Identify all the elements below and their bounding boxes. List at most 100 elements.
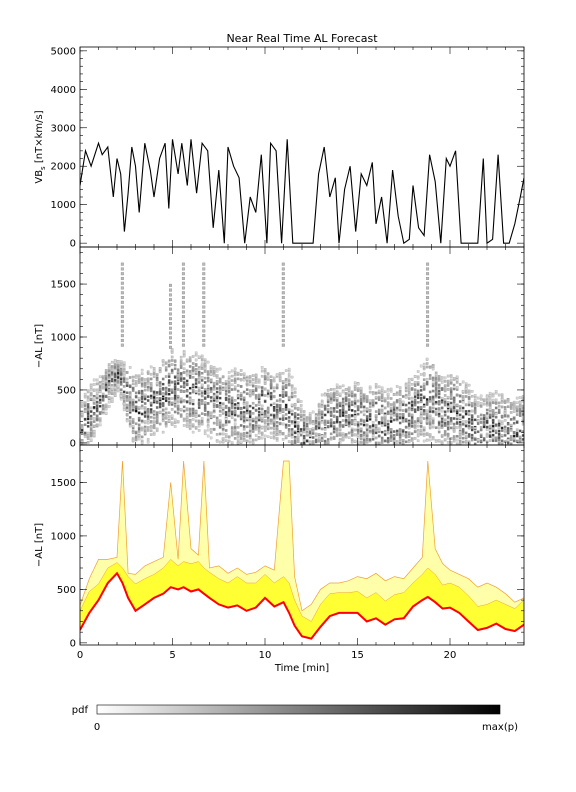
pdf-cell: [92, 417, 96, 420]
pdf-cell: [209, 372, 213, 376]
pdf-cell: [488, 394, 492, 398]
pdf-cell: [98, 394, 102, 398]
pdf-cell: [398, 433, 402, 437]
pdf-cell: [122, 402, 126, 406]
pdf-cell: [140, 441, 144, 445]
pdf-cell: [260, 374, 264, 378]
pdf-cell: [179, 415, 183, 418]
pdf-peak-cell: [281, 329, 285, 333]
pdf-cell: [506, 422, 510, 426]
pdf-cell: [374, 427, 378, 431]
pdf-cell: [152, 372, 156, 375]
pdf-cell: [89, 410, 93, 413]
pdf-cell: [161, 397, 165, 401]
pdf-cell: [431, 406, 435, 410]
pdf-cell: [413, 401, 417, 404]
pdf-cell: [425, 357, 429, 361]
pdf-cell: [293, 437, 297, 441]
pdf-cell: [110, 365, 114, 368]
pdf-cell: [269, 403, 273, 407]
pdf-peak-cell: [202, 338, 206, 342]
pdf-cell: [371, 429, 375, 433]
pdf-cell: [431, 437, 435, 441]
pdf-cell: [368, 387, 372, 390]
pdf-cell: [488, 413, 492, 417]
pdf-cell: [443, 432, 447, 436]
pdf-cell: [479, 428, 483, 432]
pdf-cell: [158, 390, 162, 394]
pdf-peak-cell: [181, 277, 185, 280]
pdf-cell: [227, 390, 231, 394]
pdf-cell: [329, 394, 333, 397]
pdf-cell: [143, 402, 147, 405]
pdf-cell: [308, 441, 312, 444]
pdf-cell: [149, 387, 153, 390]
pdf-cell: [167, 415, 171, 418]
pdf-cell: [482, 399, 486, 403]
pdf-cell: [410, 418, 414, 422]
pdf-cell: [326, 410, 330, 414]
pdf-cell: [467, 392, 471, 395]
pdf-cell: [299, 431, 303, 435]
pdf-cell: [437, 396, 441, 399]
pdf-cell: [473, 403, 477, 406]
pdf-cell: [497, 429, 501, 433]
pdf-cell: [497, 442, 501, 445]
pdf-cell: [80, 424, 84, 427]
pdf-cell: [212, 428, 216, 431]
pdf-cell: [419, 385, 423, 389]
pdf-cell: [374, 392, 378, 395]
pdf-cell: [488, 408, 492, 411]
pdf-cell: [116, 360, 120, 363]
pdf-peak-cell: [281, 291, 285, 295]
pdf-cell: [149, 401, 153, 405]
pdf-cell: [230, 388, 234, 391]
pdf-cell: [428, 425, 432, 428]
pdf-cell: [356, 382, 360, 386]
pdf-cell: [452, 387, 456, 391]
pdf-cell: [332, 425, 336, 428]
pdf-cell: [434, 440, 438, 443]
pdf-cell: [263, 387, 267, 391]
pdf-cell: [401, 409, 405, 412]
pdf-cell: [176, 411, 180, 415]
pdf-cell: [287, 420, 291, 423]
pdf-cell: [467, 409, 471, 413]
pdf-cell: [395, 414, 399, 417]
pdf-cell: [494, 406, 498, 410]
pdf-cell: [188, 376, 192, 379]
pdf-cell: [326, 421, 330, 425]
pdf-cell: [296, 438, 300, 441]
pdf-cell: [95, 388, 99, 392]
pdf-peak-cell: [120, 272, 124, 276]
pdf-cell: [92, 430, 96, 433]
pdf-cell: [494, 429, 498, 433]
pdf-cell: [269, 421, 273, 425]
pdf-cell: [356, 428, 360, 432]
pdf-cell: [410, 424, 414, 428]
pdf-cell: [386, 428, 390, 432]
pdf-cell: [353, 415, 357, 418]
pdf-cell: [455, 417, 459, 421]
pdf-cell: [449, 410, 453, 413]
pdf-cell: [398, 408, 402, 412]
pdf-peak-cell: [281, 281, 285, 285]
pdf-cell: [491, 398, 495, 402]
pdf-cell: [413, 408, 417, 411]
pdf-cell: [518, 429, 522, 433]
pdf-peak-cell: [168, 302, 172, 306]
pdf-cell: [251, 391, 255, 395]
colorbar-max-label: max(p): [482, 722, 518, 733]
pdf-cell: [242, 415, 246, 419]
pdf-cell: [236, 438, 240, 442]
pdf-cell: [386, 401, 390, 405]
pdf-cell: [146, 385, 150, 389]
pdf-cell: [353, 396, 357, 400]
pdf-cell: [353, 439, 357, 443]
pdf-peak-cell: [202, 291, 206, 295]
pdf-cell: [278, 398, 282, 401]
pdf-cell: [230, 369, 234, 373]
al-pdf-axis-label: −AL [nT]: [34, 324, 45, 368]
y-tick-label: 0: [70, 438, 76, 449]
pdf-cell: [425, 409, 429, 412]
